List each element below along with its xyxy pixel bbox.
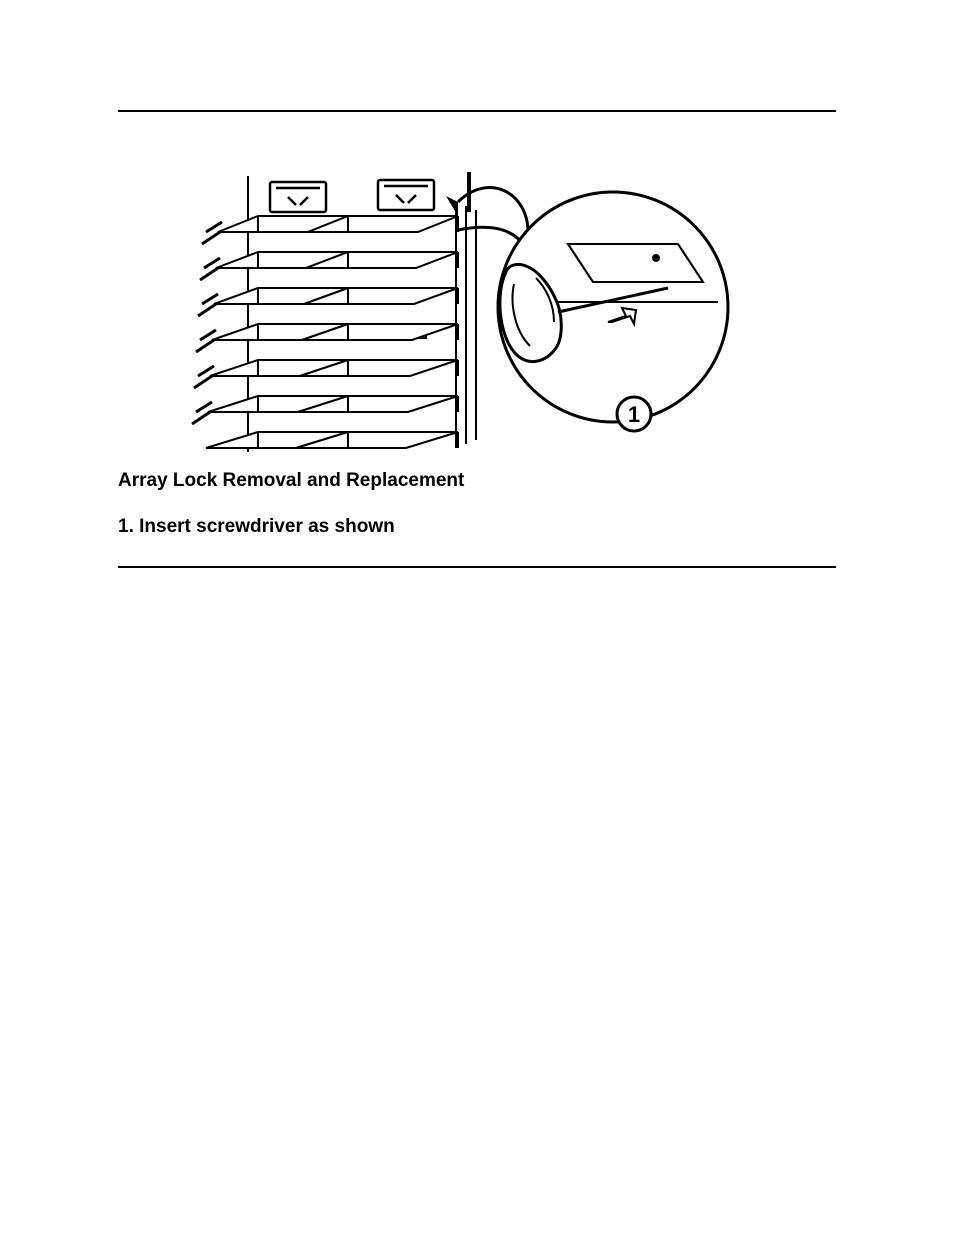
figure-area: 1 — [118, 162, 836, 462]
figure-title: Array Lock Removal and Replacement — [118, 470, 836, 492]
step-text: Insert screwdriver as shown — [139, 516, 395, 537]
callout-badge: 1 — [617, 397, 651, 431]
step-number: 1. — [118, 516, 134, 537]
document-page: 1 Array Lock Removal and Replacement 1. … — [0, 0, 954, 1235]
top-rule — [118, 110, 836, 112]
step-line: 1. Insert screwdriver as shown — [118, 516, 836, 538]
array-lock-diagram: 1 — [158, 162, 738, 462]
bottom-rule — [118, 566, 836, 568]
callout-number: 1 — [628, 402, 640, 427]
